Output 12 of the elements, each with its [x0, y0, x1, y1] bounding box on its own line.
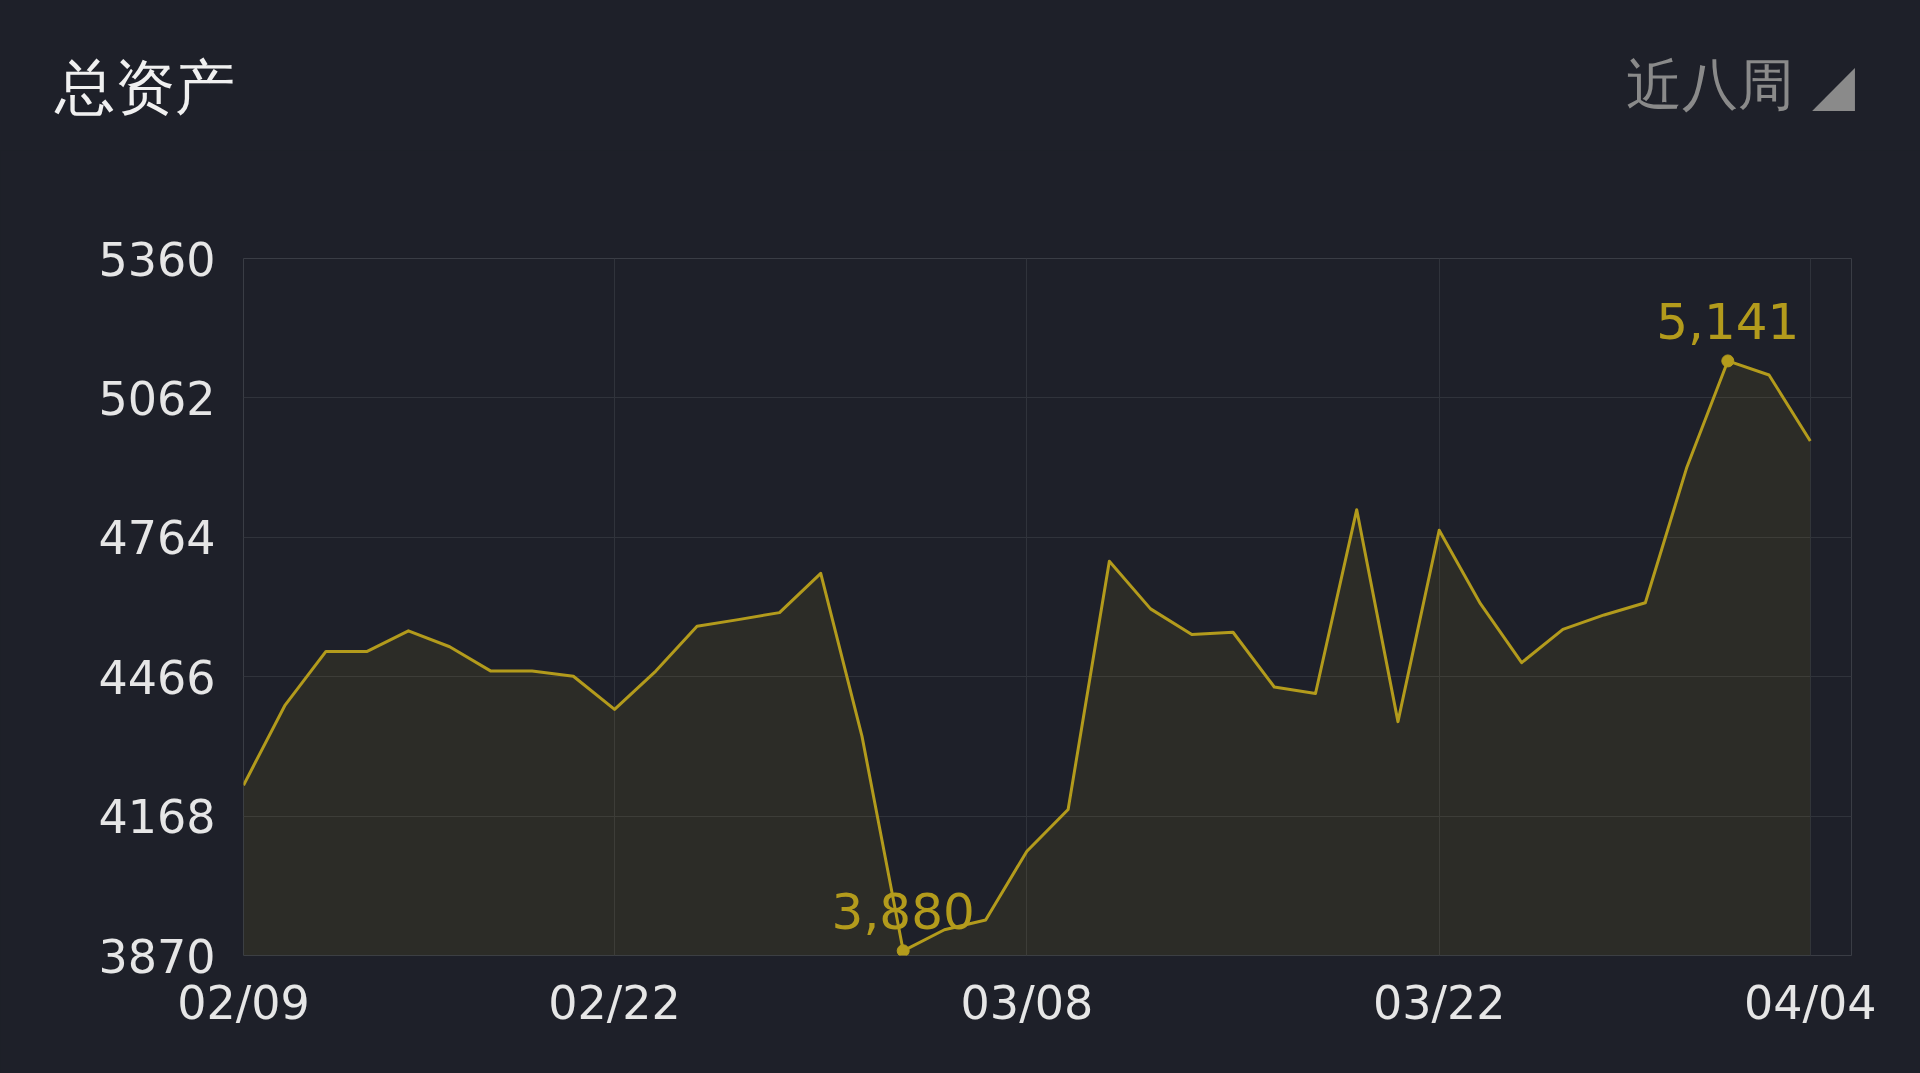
y-tick-label: 5360	[98, 232, 216, 287]
chart-title: 总资产	[55, 51, 235, 124]
y-tick-label: 4168	[98, 790, 216, 845]
x-tick-label: 03/08	[960, 975, 1094, 1030]
x-tick-label: 02/22	[548, 975, 681, 1030]
data-label: 5,141	[1656, 292, 1800, 351]
y-tick-label: 5062	[98, 371, 216, 426]
text: 近八周 ◢	[1626, 51, 1855, 119]
y-tick-label: 4466	[98, 650, 216, 705]
y-tick-label: 4764	[98, 511, 216, 566]
x-tick-label: 03/22	[1372, 975, 1506, 1030]
x-tick-label: 04/04	[1743, 975, 1877, 1030]
